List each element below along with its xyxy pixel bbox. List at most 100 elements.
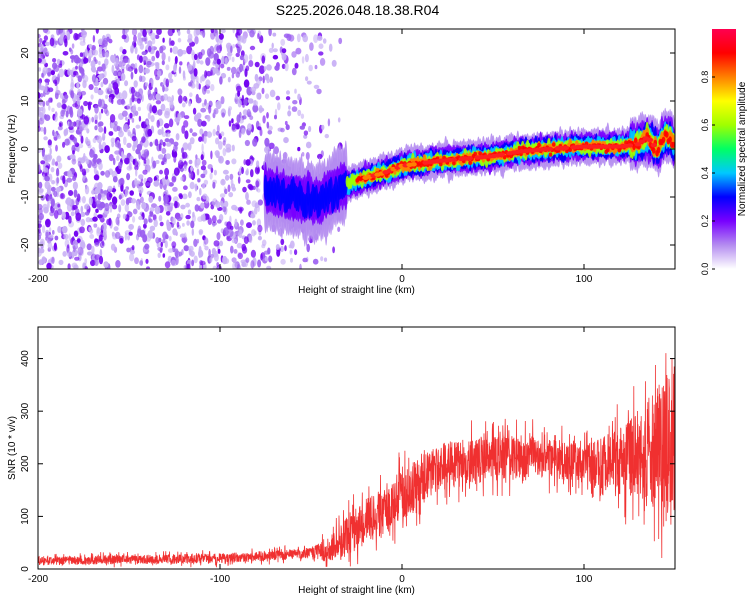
spectrogram-ridge-cell: [568, 147, 572, 153]
spectrogram-noise-cell: [178, 95, 183, 104]
spectrogram-noise-cell: [281, 53, 287, 61]
spectrogram-noise-cell: [68, 190, 74, 196]
spectrogram-noise-cell: [52, 129, 55, 136]
spectrogram-noise-cell: [98, 121, 104, 127]
spectrogram-noise-cell: [187, 64, 193, 71]
spectrogram-noise-cell: [165, 78, 170, 88]
spectrogram-noise-cell: [57, 125, 63, 131]
spectrogram-noise-cell: [262, 75, 265, 84]
colorbar-tick-label: 0.0: [700, 263, 710, 276]
spectrogram-peak-cell: [498, 152, 505, 157]
spectrogram-noise-cell: [207, 164, 213, 170]
spectrogram-noise-cell: [38, 223, 42, 229]
spectrogram-noise-cell: [77, 88, 82, 98]
spectrogram-noise-cell: [154, 62, 160, 67]
spectrogram-noise-cell: [41, 58, 47, 65]
spectrogram-noise-cell: [156, 119, 160, 128]
spectrogram-noise-cell: [186, 263, 191, 269]
spectrogram-noise-cell: [109, 204, 113, 213]
snr-x-tick-label: -200: [28, 574, 48, 585]
spectrogram-noise-cell: [166, 178, 170, 187]
spectrogram-noise-cell: [53, 190, 58, 198]
spectrogram-noise-cell: [98, 46, 103, 55]
spectrogram-noise-cell: [216, 40, 220, 47]
spectrogram-noise-cell: [220, 96, 225, 105]
spectrogram-noise-cell: [104, 106, 108, 115]
spectrogram-noise-cell: [219, 240, 224, 247]
spectrogram-noise-cell: [58, 259, 64, 266]
spectrogram-ridge-cell: [537, 142, 541, 148]
spectrogram-noise-cell: [252, 100, 259, 107]
spectrogram-noise-cell: [294, 62, 299, 69]
spectrogram-noise-cell: [72, 103, 78, 108]
spectrogram-noise-cell: [181, 147, 184, 154]
spectrogram-ridge-cell: [656, 146, 661, 154]
spectrogram-noise-cell: [257, 259, 262, 268]
spectrogram-noise-cell: [98, 142, 102, 151]
spectrogram-noise-cell: [101, 194, 106, 201]
spectrogram-noise-cell: [141, 201, 147, 210]
spectrogram-noise-cell: [291, 106, 298, 112]
spectrogram-noise-cell: [65, 127, 69, 134]
spectrogram-noise-cell: [168, 235, 172, 242]
spectrogram-noise-cell: [130, 86, 135, 94]
spectrogram-noise-cell: [63, 94, 69, 99]
spectrogram-noise-cell: [168, 118, 174, 128]
spectrogram-noise-cell: [145, 258, 149, 264]
spectrogram-noise-cell: [72, 150, 75, 155]
spectrogram-noise-cell: [216, 58, 221, 65]
spectrogram-noise-cell: [70, 49, 74, 55]
spectrogram-noise-cell: [263, 250, 270, 255]
spectrogram-noise-cell: [236, 114, 241, 124]
spectrogram-noise-cell: [197, 118, 203, 127]
spectrogram-noise-cell: [128, 223, 135, 230]
spectrogram-noise-cell: [111, 231, 115, 237]
spectrogram-noise-cell: [195, 154, 198, 160]
spectrogram-noise-cell: [198, 230, 203, 236]
spectrogram-noise-cell: [61, 99, 66, 105]
spectrogram-noise-cell: [294, 249, 298, 256]
spectrogram-noise-cell: [266, 64, 272, 71]
spectrogram-noise-cell: [181, 152, 185, 160]
colorbar-tick-label: 0.2: [700, 215, 710, 228]
spectrogram-noise-cell: [151, 203, 157, 209]
spectrogram-noise-cell: [243, 236, 249, 245]
spectrogram-noise-cell: [47, 139, 52, 146]
spectrogram-noise-cell: [263, 66, 267, 72]
spectrogram-noise-cell: [183, 115, 190, 120]
spectrogram-noise-cell: [231, 125, 237, 132]
spectrogram-noise-cell: [130, 45, 134, 54]
spectrogram-noise-cell: [121, 34, 127, 40]
spectrogram-noise-cell: [191, 132, 198, 137]
spectrogram-ridge-cell: [568, 138, 572, 146]
spectrogram-noise-cell: [212, 128, 216, 137]
spectrogram-x-tick-label: -100: [210, 274, 230, 285]
spectrogram-noise-cell: [164, 203, 170, 212]
spectrogram-noise-cell: [203, 169, 208, 176]
spectrogram-noise-cell: [56, 167, 60, 177]
spectrogram-noise-cell: [111, 203, 118, 210]
spectrogram-noise-cell: [139, 260, 144, 266]
spectrogram-noise-cell: [52, 230, 55, 235]
spectrogram-noise-cell: [62, 251, 67, 257]
spectrogram-noise-cell: [54, 115, 58, 122]
spectrogram-noise-cell: [97, 214, 103, 219]
spectrogram-noise-cell: [274, 114, 277, 120]
spectrogram-noise-cell: [222, 140, 226, 146]
spectrogram-noise-cell: [245, 192, 249, 201]
spectrogram-noise-cell: [38, 67, 42, 72]
spectrogram-noise-cell: [131, 93, 135, 103]
spectrogram-noise-cell: [220, 72, 227, 79]
spectrogram-noise-cell: [174, 200, 178, 209]
spectrogram-noise-cell: [118, 60, 123, 68]
spectrogram-noise-cell: [268, 29, 272, 37]
spectrogram-noise-cell: [189, 250, 195, 257]
spectrogram-noise-cell: [245, 159, 251, 166]
spectrogram-noise-cell: [200, 154, 204, 161]
spectrogram-noise-cell: [48, 227, 52, 233]
spectrogram-noise-cell: [103, 261, 109, 268]
spectrogram-noise-cell: [118, 204, 122, 213]
spectrogram-noise-cell: [202, 86, 207, 95]
spectrogram-ridge-cell: [661, 136, 666, 144]
spectrogram-noise-cell: [324, 133, 329, 139]
